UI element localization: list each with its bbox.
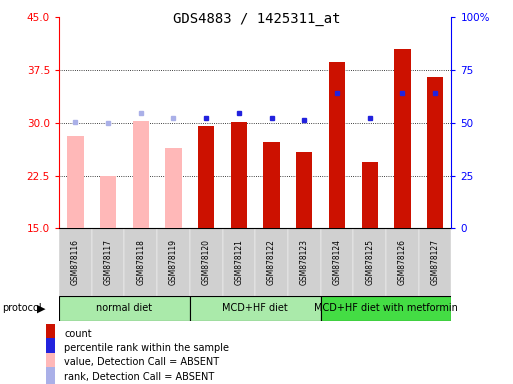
Bar (59, 296, 190, 321)
Text: GSM878120: GSM878120 (202, 239, 211, 285)
Text: percentile rank within the sample: percentile rank within the sample (64, 343, 229, 353)
Bar (321, 228, 353, 296)
Bar (46, 353, 55, 372)
Bar (67, 136, 84, 228)
Text: GSM878123: GSM878123 (300, 239, 309, 285)
Bar (231, 122, 247, 228)
Bar (362, 162, 378, 228)
Text: rank, Detection Call = ABSENT: rank, Detection Call = ABSENT (64, 372, 214, 382)
Bar (321, 296, 451, 321)
Text: GSM878124: GSM878124 (332, 239, 342, 285)
Bar (288, 228, 321, 296)
Bar (46, 324, 55, 343)
Text: GSM878127: GSM878127 (430, 239, 440, 285)
Text: GSM878118: GSM878118 (136, 239, 145, 285)
Bar (427, 77, 443, 228)
Text: ▶: ▶ (37, 303, 46, 313)
Bar (255, 228, 288, 296)
Text: GSM878122: GSM878122 (267, 239, 276, 285)
Text: protocol: protocol (3, 303, 42, 313)
Text: GSM878116: GSM878116 (71, 239, 80, 285)
Bar (329, 62, 345, 228)
Text: count: count (64, 329, 92, 339)
Bar (92, 228, 125, 296)
Bar (190, 228, 223, 296)
Bar (353, 228, 386, 296)
Text: normal diet: normal diet (96, 303, 152, 313)
Bar (100, 176, 116, 228)
Bar (46, 367, 55, 384)
Text: GSM878125: GSM878125 (365, 239, 374, 285)
Bar (132, 121, 149, 228)
Bar (296, 152, 312, 228)
Bar (419, 228, 451, 296)
Bar (198, 126, 214, 228)
Bar (223, 228, 255, 296)
Bar (59, 228, 92, 296)
Text: value, Detection Call = ABSENT: value, Detection Call = ABSENT (64, 357, 219, 367)
Bar (157, 228, 190, 296)
Bar (46, 339, 55, 358)
Bar (394, 49, 410, 228)
Bar (165, 148, 182, 228)
Text: GSM878121: GSM878121 (234, 239, 243, 285)
Text: GSM878126: GSM878126 (398, 239, 407, 285)
Text: GDS4883 / 1425311_at: GDS4883 / 1425311_at (173, 12, 340, 25)
Bar (263, 142, 280, 228)
Bar (190, 296, 321, 321)
Text: MCD+HF diet with metformin: MCD+HF diet with metformin (314, 303, 458, 313)
Text: GSM878117: GSM878117 (104, 239, 112, 285)
Text: MCD+HF diet: MCD+HF diet (222, 303, 288, 313)
Text: GSM878119: GSM878119 (169, 239, 178, 285)
Bar (386, 228, 419, 296)
Bar (124, 228, 157, 296)
